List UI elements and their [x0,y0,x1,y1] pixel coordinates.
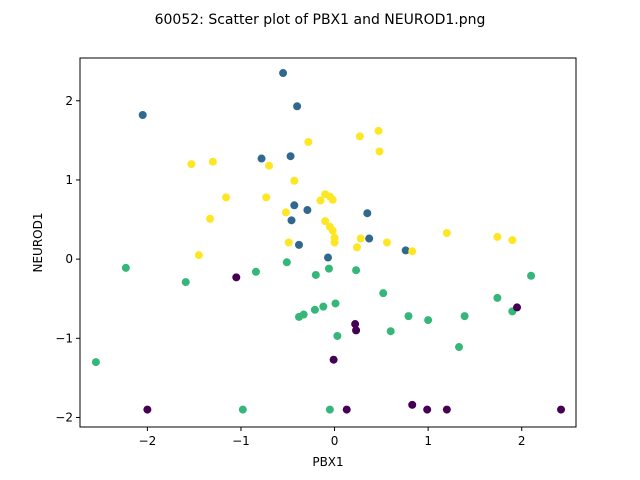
data-point-s1-10 [206,214,215,223]
data-point-s1-26 [408,247,417,256]
y-tick-label: 2 [65,94,73,108]
data-point-s1-0 [187,160,196,169]
data-point-s3-6 [408,400,417,409]
data-point-s2-11 [324,264,333,273]
data-point-s2-18 [404,312,413,321]
data-point-s1-19 [330,238,339,247]
data-point-s1-5 [290,176,299,185]
x-axis-label: PBX1 [312,455,343,469]
data-point-s2-4 [238,405,247,414]
y-tick-label: −2 [55,410,73,424]
data-point-s3-10 [557,405,566,414]
data-point-s0-4 [286,152,295,161]
data-point-s1-24 [375,147,384,156]
data-point-s2-17 [386,327,395,336]
data-point-s2-1 [121,263,130,272]
data-point-s2-20 [455,343,464,352]
data-point-s3-0 [232,273,241,282]
data-point-s1-8 [284,238,293,247]
data-point-s2-22 [493,293,502,302]
data-point-s1-25 [382,238,391,247]
axes-frame [79,57,577,428]
data-point-s0-5 [290,201,299,210]
points-layer [91,69,566,414]
y-axis-label: NEUROD1 [31,213,45,273]
data-point-s2-7 [299,310,308,319]
data-point-s2-8 [311,270,320,279]
data-point-s3-1 [143,405,152,414]
data-point-s1-21 [356,234,365,243]
data-point-s1-11 [316,196,325,205]
data-point-s1-20 [353,243,362,252]
data-point-s1-3 [265,161,274,170]
data-point-s0-12 [324,253,332,262]
data-point-s0-3 [257,154,266,163]
y-tick-label: 0 [65,252,73,266]
x-tick-label: 2 [518,434,526,448]
data-point-s2-21 [460,312,469,321]
data-point-s1-9 [194,251,203,260]
x-tick-label: 0 [331,434,339,448]
x-tick-label: −1 [232,434,250,448]
y-axis-ticks: −2 −1 0 1 2 [55,94,80,424]
data-point-s0-11 [401,246,410,255]
data-point-s1-1 [208,157,217,166]
data-point-s3-2 [351,320,360,329]
data-point-s0-1 [293,102,302,111]
data-point-s1-27 [442,229,451,237]
data-point-s1-4 [262,193,271,202]
chart-title: 60052: Scatter plot of PBX1 and NEUROD1.… [155,12,486,28]
x-tick-label: −2 [139,434,157,448]
data-point-s1-23 [374,126,383,135]
data-point-s3-3 [352,326,361,335]
data-point-s0-6 [287,216,296,225]
data-point-s2-0 [91,358,100,367]
data-point-s2-16 [379,289,388,298]
data-point-s2-9 [310,305,319,314]
data-point-s2-5 [282,258,291,267]
data-point-s2-12 [325,405,334,414]
data-point-s0-2 [138,111,147,120]
data-point-s2-24 [527,271,536,280]
data-point-s1-7 [281,208,290,217]
data-point-s2-3 [251,267,260,276]
data-point-s2-13 [331,299,340,308]
data-point-s2-19 [424,316,433,325]
x-tick-label: 1 [424,434,432,448]
data-point-s3-5 [342,405,351,414]
data-point-s2-10 [319,302,328,311]
data-point-s3-8 [442,405,451,414]
data-point-s0-10 [365,234,374,243]
y-tick-label: 1 [65,173,73,187]
data-point-s2-14 [333,331,342,340]
data-point-s1-17 [328,226,337,235]
data-point-s1-15 [321,217,330,226]
x-axis-ticks: −2 −1 0 1 2 [139,427,526,448]
data-point-s3-9 [513,303,522,312]
y-tick-label: −1 [55,331,73,345]
data-point-s1-2 [221,193,230,202]
data-point-s1-6 [304,137,313,146]
data-point-s3-4 [329,355,338,364]
data-point-s1-29 [508,236,517,245]
data-point-s1-28 [493,232,502,241]
data-point-s2-15 [352,266,361,275]
data-point-s0-0 [279,69,288,78]
data-point-s2-2 [181,278,190,287]
data-point-s0-7 [303,206,312,215]
data-point-s3-7 [423,405,432,414]
data-point-s0-8 [294,240,303,249]
data-point-s1-14 [328,195,337,204]
data-point-s1-22 [355,132,364,141]
data-point-s0-9 [363,209,372,218]
